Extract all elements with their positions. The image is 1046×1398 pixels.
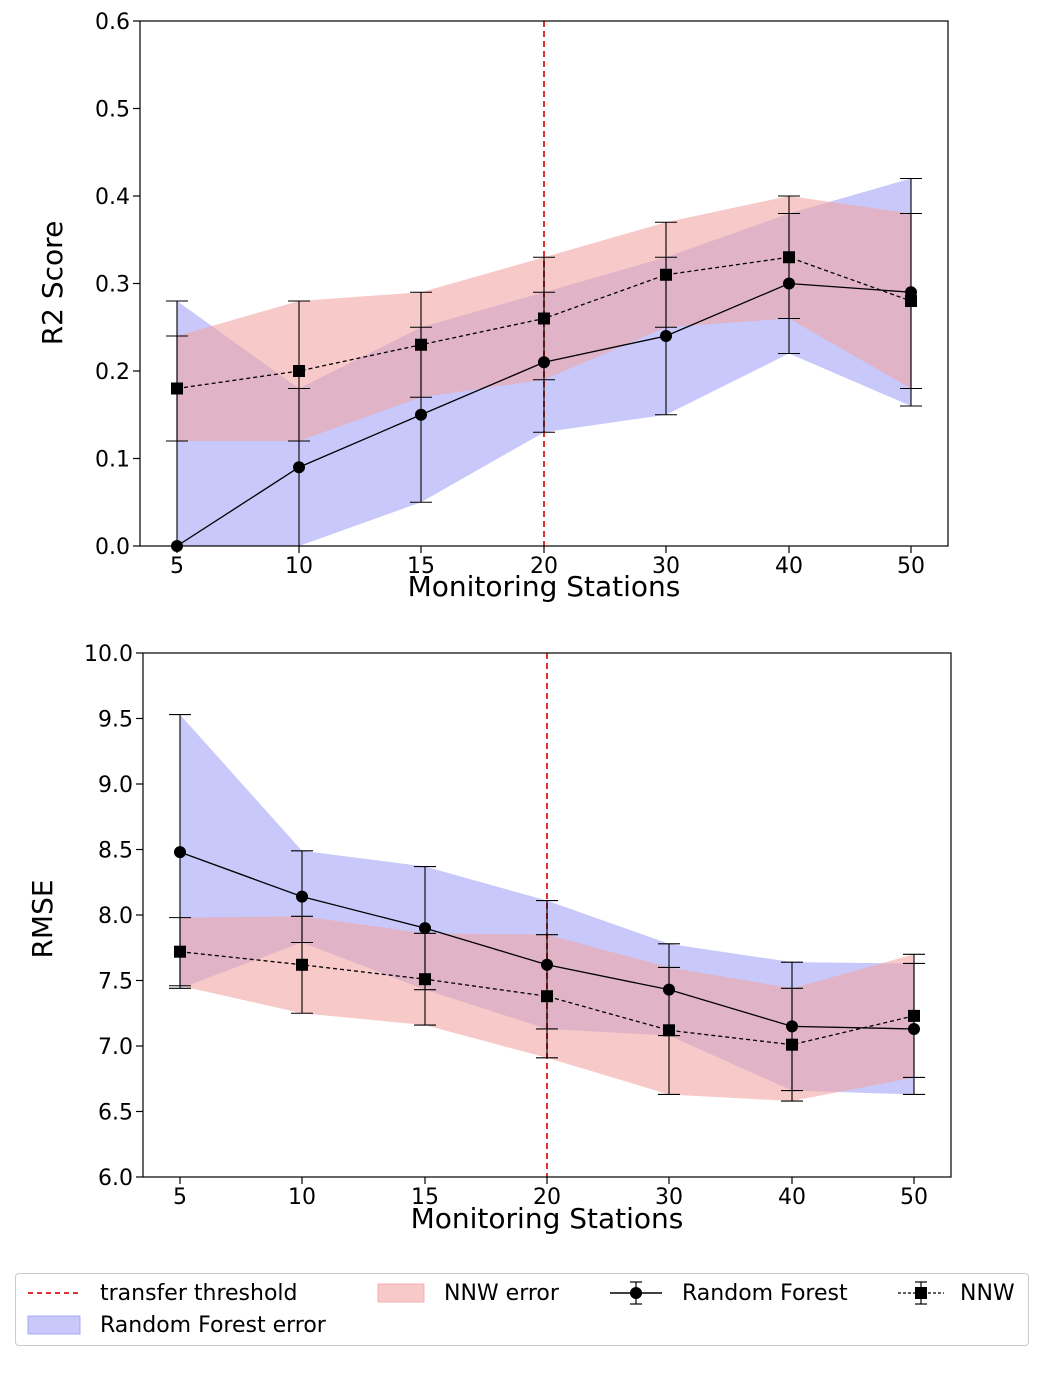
y-tick-label: 7.5 [98, 970, 133, 995]
nnw-point [171, 382, 183, 395]
x-tick-label: 40 [775, 554, 803, 579]
x-tick-label: 10 [288, 1185, 316, 1210]
x-axis-label: Monitoring Stations [408, 570, 681, 603]
rf-error-legend-icon [26, 1313, 82, 1337]
x-tick-label: 15 [407, 554, 435, 579]
nnw-point [415, 338, 427, 351]
legend-item-rf-error: Random Forest error [26, 1310, 326, 1340]
y-tick-label: 9.5 [98, 708, 133, 733]
x-tick-label: 15 [411, 1185, 439, 1210]
x-tick-label: 5 [173, 1185, 187, 1210]
legend-nnw-label: NNW [960, 1280, 1015, 1306]
nnw-legend-icon [896, 1281, 946, 1305]
x-tick-label: 10 [285, 554, 313, 579]
rf-point [419, 922, 431, 935]
nnw-point [660, 268, 672, 281]
x-tick-label: 20 [533, 1185, 561, 1210]
y-tick-label: 6.5 [98, 1101, 133, 1126]
nnw-point [908, 1009, 920, 1022]
nnw-point [541, 990, 553, 1003]
legend-item-nnw-error: NNW error [376, 1278, 559, 1308]
legend-rf-error-label: Random Forest error [100, 1312, 326, 1338]
y-axis-label: R2 Score [36, 221, 69, 346]
rf-legend-icon [608, 1281, 664, 1305]
y-tick-label: 6.0 [98, 1166, 133, 1191]
y-tick-label: 0.5 [95, 98, 130, 123]
legend-item-threshold: transfer threshold [26, 1278, 297, 1308]
y-tick-label: 9.0 [98, 773, 133, 798]
rf-point [415, 408, 427, 421]
nnw-point [293, 365, 305, 377]
y-tick-label: 0.2 [95, 360, 130, 385]
legend-item-rf: Random Forest [608, 1278, 848, 1308]
nnw-point [538, 312, 550, 325]
threshold-legend-icon [26, 1281, 82, 1305]
nnw-point [783, 251, 795, 264]
x-tick-label: 50 [900, 1185, 928, 1210]
nnw-point [786, 1038, 798, 1051]
nnw-error-legend-icon [376, 1281, 426, 1305]
x-axis-label: Monitoring Stations [411, 1202, 684, 1235]
y-tick-label: 0.1 [95, 448, 130, 473]
rf-point [296, 890, 308, 903]
rf-point [660, 330, 672, 342]
y-tick-label: 8.0 [98, 904, 133, 929]
chart-canvas: 5 10 15 20 30 40 50 0.0 0.1 0.2 0.3 0.4 0.5 0.6 Monito… [26, 10, 952, 1235]
legend-threshold-label: transfer threshold [100, 1280, 298, 1306]
chart-panel-2: 5 10 15 20 30 40 50 6.0 6.5 7.0 7.5 8.0 8.5 9.0 9.5 10.… [26, 642, 952, 1235]
nnw-point [905, 295, 917, 307]
x-tick-label: 20 [530, 554, 558, 579]
nnw-point [663, 1024, 675, 1037]
x-tick-label: 5 [170, 554, 184, 579]
y-tick-label: 0.4 [95, 185, 130, 210]
nnw-point [419, 973, 431, 986]
x-tick-label: 30 [655, 1185, 683, 1210]
x-tick-label: 30 [652, 554, 680, 579]
x-tick-label: 50 [897, 554, 925, 579]
y-tick-label: 0.0 [95, 535, 130, 560]
legend: transfer threshold Random Forest error N… [15, 1273, 1029, 1346]
nnw-point [296, 958, 308, 971]
y-tick-label: 8.5 [98, 839, 133, 864]
legend-nnw-error-label: NNW error [444, 1280, 559, 1306]
x-tick-label: 40 [778, 1185, 806, 1210]
y-tick-label: 0.6 [95, 10, 130, 35]
rf-point [293, 461, 305, 474]
y-tick-label: 0.3 [95, 273, 130, 298]
nnw-point [174, 945, 186, 958]
legend-rf-label: Random Forest [682, 1280, 848, 1306]
chart-panel-1: 5 10 15 20 30 40 50 0.0 0.1 0.2 0.3 0.4 0.5 0.6 Monito… [36, 10, 949, 603]
y-tick-label: 7.0 [98, 1035, 133, 1060]
rf-point [174, 846, 186, 859]
legend-item-nnw: NNW [896, 1278, 1015, 1308]
y-axis-label: RMSE [26, 879, 59, 958]
y-tick-label: 10.0 [84, 642, 133, 667]
